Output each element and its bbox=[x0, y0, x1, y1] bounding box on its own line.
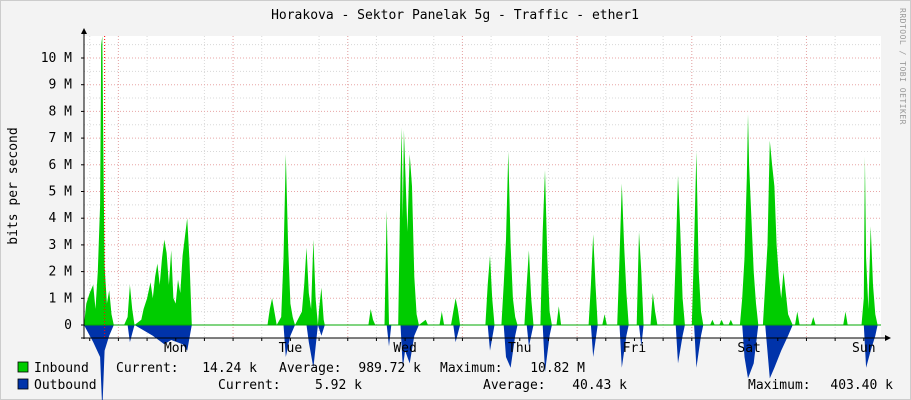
legend-item-outbound: Outbound Current: 5.92 k Average: 40.43 … bbox=[17, 378, 893, 393]
y-tick-label: 3 M bbox=[49, 238, 73, 253]
legend-item-inbound: Inbound Current: 14.24 k Average: 989.72… bbox=[17, 361, 585, 376]
x-tick-label: Fri bbox=[623, 341, 646, 356]
series-area-outbound bbox=[84, 325, 878, 400]
series-area-inbound bbox=[84, 36, 878, 325]
inbound-maximum-label: Maximum: bbox=[440, 361, 503, 376]
y-tick-label: 5 M bbox=[49, 185, 73, 200]
y-tick-label: 6 M bbox=[49, 158, 73, 173]
x-tick-label: Thu bbox=[508, 341, 531, 356]
outbound-average-label: Average: bbox=[483, 378, 546, 393]
inbound-maximum-value: 10.82 M bbox=[530, 361, 585, 376]
chart-title: Horakova - Sektor Panelak 5g - Traffic -… bbox=[271, 8, 639, 23]
outbound-maximum-value: 403.40 k bbox=[830, 378, 893, 393]
y-axis-arrow bbox=[81, 28, 87, 34]
y-axis-label: bits per second bbox=[6, 127, 21, 244]
outbound-current-value: 5.92 k bbox=[315, 378, 362, 393]
y-tick-label: 7 M bbox=[49, 131, 73, 146]
y-tick-label: 4 M bbox=[49, 211, 73, 226]
plot-area bbox=[84, 36, 881, 338]
y-tick-labels: 0 1 M 2 M 3 M 4 M 5 M 6 M 7 M 8 M 9 M 10 M bbox=[41, 51, 72, 333]
watermark-text: RRDTOOL / TOBI OETIKER bbox=[898, 8, 907, 125]
inbound-current-label: Current: bbox=[116, 361, 179, 376]
x-tick-label: Sat bbox=[737, 341, 760, 356]
x-tick-label: Mon bbox=[164, 341, 187, 356]
outbound-average-value: 40.43 k bbox=[572, 378, 627, 393]
legend-swatch-outbound bbox=[17, 378, 29, 390]
x-tick-label: Wed bbox=[393, 341, 416, 356]
legend-swatch-inbound bbox=[17, 361, 29, 373]
axes bbox=[81, 28, 891, 341]
y-tick-label: 9 M bbox=[49, 78, 73, 93]
legend-label-outbound: Outbound bbox=[34, 378, 97, 393]
x-axis-arrow bbox=[885, 335, 891, 341]
outbound-current-label: Current: bbox=[218, 378, 281, 393]
legend-label-inbound: Inbound bbox=[34, 361, 89, 376]
series-layer bbox=[84, 36, 878, 400]
y-tick-label: 1 M bbox=[49, 291, 73, 306]
y-tick-label: 0 bbox=[64, 318, 72, 333]
inbound-average-value: 989.72 k bbox=[358, 361, 421, 376]
inbound-average-label: Average: bbox=[279, 361, 342, 376]
outbound-maximum-label: Maximum: bbox=[748, 378, 811, 393]
y-tick-label: 10 M bbox=[41, 51, 72, 66]
y-tick-label: 2 M bbox=[49, 265, 73, 280]
x-tick-label: Sun bbox=[852, 341, 875, 356]
grid-lines bbox=[84, 36, 881, 338]
legend: Inbound Current: 14.24 k Average: 989.72… bbox=[17, 361, 893, 393]
y-tick-label: 8 M bbox=[49, 104, 73, 119]
x-tick-label: Tue bbox=[279, 341, 303, 356]
x-tick-labels: Mon Tue Wed Thu Fri Sat Sun bbox=[164, 341, 876, 356]
inbound-current-value: 14.24 k bbox=[202, 361, 257, 376]
